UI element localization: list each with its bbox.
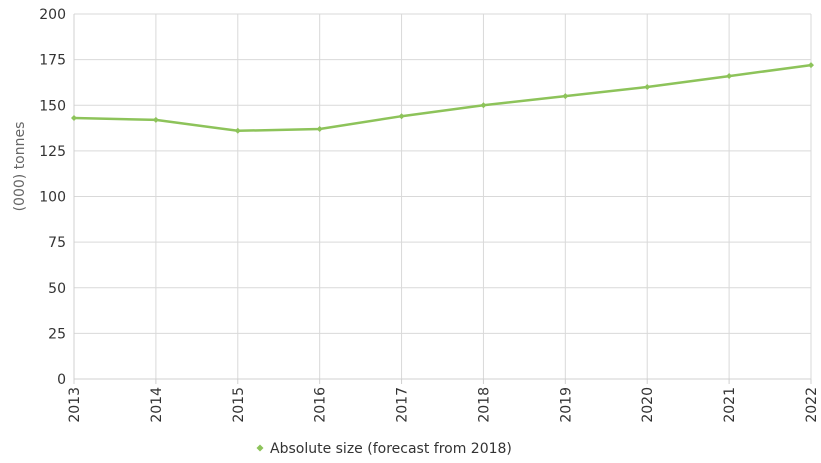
- data-point[interactable]: [480, 102, 487, 109]
- x-tick-label: 2019: [558, 387, 574, 423]
- y-tick-label: 25: [48, 326, 66, 342]
- series: [71, 62, 814, 134]
- y-tick-label: 50: [48, 281, 66, 297]
- legend[interactable]: Absolute size (forecast from 2018): [256, 441, 512, 457]
- legend-label: Absolute size (forecast from 2018): [270, 441, 512, 457]
- x-tick-label: 2021: [722, 387, 738, 423]
- y-tick-label: 150: [39, 98, 66, 114]
- y-tick-label: 125: [39, 144, 66, 160]
- series-line: [72, 63, 813, 133]
- y-tick-label: 75: [48, 235, 66, 251]
- y-tick-label: 100: [39, 190, 66, 206]
- y-tick-label: 200: [39, 7, 66, 23]
- data-point[interactable]: [152, 116, 159, 123]
- y-axis-label: (000) tonnes: [12, 122, 28, 212]
- y-tick-labels: 0 25 50 75 100 125 150 175 200: [39, 7, 66, 388]
- x-tick-label: 2014: [149, 387, 165, 423]
- data-point[interactable]: [71, 115, 77, 122]
- data-point[interactable]: [562, 93, 569, 100]
- x-tick-label: 2015: [231, 387, 247, 423]
- data-point[interactable]: [316, 125, 323, 132]
- data-point[interactable]: [398, 113, 405, 120]
- x-tick-label: 2018: [476, 387, 492, 423]
- x-tick-label: 2017: [395, 387, 411, 423]
- x-tick-label: 2013: [67, 387, 83, 423]
- y-tick-label: 0: [57, 372, 66, 388]
- x-tick-label: 2022: [804, 387, 820, 423]
- grid: [73, 13, 812, 380]
- x-tick-labels: 2013 2014 2015 2016 2017 2018 2019 2020 2021 2022: [67, 387, 820, 423]
- data-point[interactable]: [726, 73, 733, 80]
- axes: [73, 14, 812, 384]
- x-tick-label: 2020: [640, 387, 656, 423]
- x-tick-label: 2016: [313, 387, 329, 423]
- data-point[interactable]: [644, 84, 651, 90]
- data-point[interactable]: [808, 62, 814, 69]
- legend-marker-icon: [256, 444, 264, 452]
- data-point[interactable]: [234, 127, 241, 134]
- y-tick-label: 175: [39, 53, 66, 69]
